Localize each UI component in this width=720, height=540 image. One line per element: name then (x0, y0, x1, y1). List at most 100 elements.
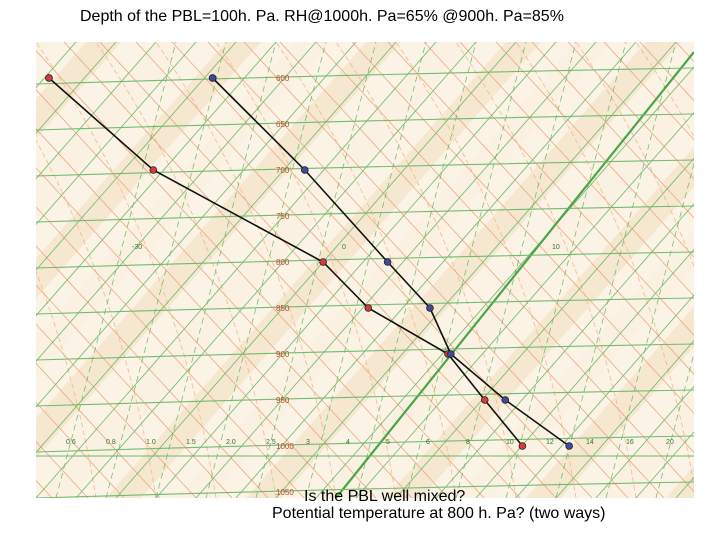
dry-adiabat-line (387, 42, 694, 375)
isobar-line (36, 251, 694, 269)
shaded-band (36, 42, 401, 459)
temperature-point (319, 258, 327, 266)
isotherm-line (36, 42, 117, 134)
dry-adiabat-line (36, 284, 233, 498)
pressure-label: 1000 (276, 442, 294, 451)
isotherm-line (36, 42, 357, 408)
pressure-label: 650 (276, 120, 290, 129)
dry-adiabat-line (315, 42, 694, 453)
mixing-ratio-line (305, 42, 427, 498)
temperature-point (45, 74, 53, 82)
moist-adiabat-line (95, 42, 277, 498)
isotherm-line (235, 42, 637, 498)
mixing-ratio-label: 0.6 (66, 439, 76, 446)
isotherm-line (36, 42, 157, 180)
dry-adiabat-line (567, 42, 694, 180)
mixing-ratio-label: 20 (666, 439, 674, 446)
dry-adiabat-line (36, 50, 449, 498)
isotherm-line (595, 385, 694, 498)
dry-adiabat-line (36, 323, 197, 498)
pressure-label: 950 (276, 396, 290, 405)
skew-t-diagram: 600 650 700 750 800 850 900 950 1000 1050 0.6 0.8 1.… (36, 42, 694, 498)
moist-adiabat-line (36, 139, 157, 498)
isobar-line (36, 435, 694, 453)
dry-adiabat-line (279, 42, 694, 493)
moist-adiabat-line (635, 42, 694, 138)
isotherm-line (36, 42, 197, 226)
dry-adiabat-line (36, 401, 125, 498)
pressure-label: 800 (276, 258, 290, 267)
mixing-ratio-label: 8 (466, 439, 470, 446)
isobar-line (36, 389, 694, 407)
mixing-ratio-label: 3 (306, 439, 310, 446)
mixing-ratio-line (55, 42, 177, 498)
isobar-line (36, 67, 694, 85)
shaded-band (36, 42, 471, 498)
shaded-band (386, 146, 694, 498)
mixing-ratio-line (605, 162, 694, 498)
moist-adiabat-line (575, 42, 694, 268)
mixing-ratio-line (205, 42, 327, 498)
isobar-line (36, 205, 694, 223)
dry-adiabat-line (36, 245, 269, 498)
isotherm-label: 10 (552, 244, 560, 251)
isotherm-line (555, 339, 694, 498)
shaded-band (176, 42, 611, 498)
dry-adiabat-line (63, 42, 485, 498)
mixing-ratio-label: 4 (346, 439, 350, 446)
isotherm-line (275, 42, 677, 498)
sounding-profiles (45, 74, 573, 450)
isotherm-label: -30 (132, 244, 142, 251)
shaded-band (36, 42, 121, 139)
mixing-ratio-label: 6 (426, 439, 430, 446)
dewpoint-point (300, 166, 309, 174)
dewpoint-point (565, 442, 573, 450)
dry-adiabat-line (99, 42, 521, 498)
mixing-ratio-label: 10 (506, 439, 514, 446)
dry-adiabat-line (459, 42, 694, 297)
dewpoint-point (208, 74, 217, 82)
shaded-band (246, 42, 681, 498)
temperature-point (149, 166, 158, 174)
dry-adiabat-line (36, 167, 341, 498)
isobar-line (36, 159, 694, 177)
temperature-point (518, 442, 527, 450)
dry-adiabat-line (495, 42, 694, 258)
dry-adiabat-line (36, 89, 413, 498)
mixing-ratio-label: 0.8 (106, 439, 116, 446)
dry-adiabat-line (207, 42, 629, 498)
dry-adiabat-line (243, 42, 665, 498)
moist-adiabat-line (515, 42, 694, 489)
dewpoint-point (426, 304, 434, 312)
mixing-ratio-line (505, 42, 627, 498)
mixing-ratio-label: 2.5 (266, 439, 276, 446)
question-pbl-mixed: Is the PBL well mixed? (304, 488, 466, 505)
shaded-band (106, 42, 541, 498)
mixing-ratio-label: 16 (626, 439, 634, 446)
shaded-band (36, 42, 261, 299)
dry-adiabat-line (603, 42, 694, 141)
mixing-ratio-label: 1.5 (186, 439, 196, 446)
pressure-label: 900 (276, 350, 290, 359)
mixing-ratio-label: 12 (546, 439, 554, 446)
dewpoint-point (383, 258, 392, 266)
shaded-band (526, 306, 694, 498)
pressure-label: 1050 (276, 488, 294, 497)
pressure-label: 600 (276, 74, 290, 83)
mixing-ratio-label: 2.0 (226, 439, 236, 446)
moist-adiabat-line (455, 42, 637, 498)
pressure-label: 850 (276, 304, 290, 313)
mixing-ratio-line (355, 42, 477, 498)
pressure-label: 750 (276, 212, 290, 221)
temperature-point (364, 304, 373, 312)
mixing-ratio-line (455, 42, 577, 498)
isobar-line (36, 343, 694, 361)
isotherm-line (36, 42, 237, 271)
dry-adiabat-line (36, 362, 161, 498)
dry-adiabat-line (531, 42, 694, 219)
moist-adiabat-line (215, 42, 397, 498)
isotherm-line (36, 42, 397, 454)
mixing-ratio-label: 1.0 (146, 439, 156, 446)
mixing-ratio-label: 5 (386, 439, 390, 446)
chart-title: Depth of the PBL=100h. Pa. RH@1000h. Pa=… (80, 8, 564, 25)
